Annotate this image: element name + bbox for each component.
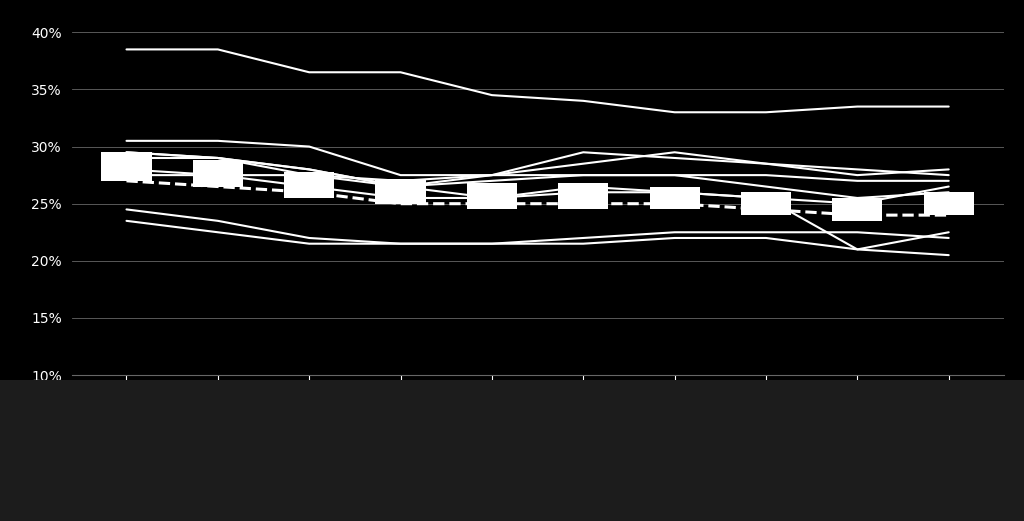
Bar (284, 172, 334, 198)
Bar (741, 192, 792, 215)
Bar (101, 152, 152, 181)
Bar (558, 183, 608, 209)
Bar (649, 187, 699, 209)
Bar (924, 192, 974, 215)
Bar (376, 179, 426, 204)
Bar (467, 183, 517, 209)
Bar (833, 198, 883, 221)
Bar (193, 160, 243, 187)
